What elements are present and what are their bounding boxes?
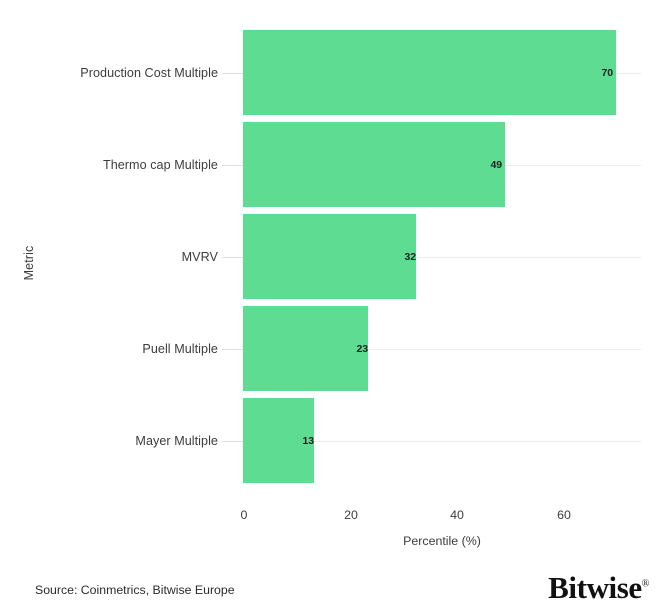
source-note: Source: Coinmetrics, Bitwise Europe [35,583,235,597]
x-axis-tick-label: 60 [557,508,571,522]
value-gridline [616,73,641,74]
bar[interactable] [243,398,314,483]
category-label: Mayer Multiple [135,434,218,448]
plot-area: 70 49 32 23 13 [243,22,641,492]
bar[interactable] [243,214,416,299]
y-axis-tick [222,349,243,350]
bar-value-label: 23 [356,343,369,355]
x-axis-tick-label: 0 [240,508,248,522]
category-label: Thermo cap Multiple [102,158,218,172]
bar-value-label: 32 [404,251,417,263]
bar-value-label: 70 [601,67,614,79]
x-axis-tick-label: 20 [344,508,358,522]
category-label: Production Cost Multiple [80,66,218,80]
value-gridline [314,441,641,442]
y-axis-tick [222,441,243,442]
value-gridline [368,349,641,350]
bar[interactable] [243,122,505,207]
category-label: MVRV [181,250,218,264]
x-axis-title: Percentile (%) [403,534,481,548]
registered-trademark-icon: ® [641,578,650,590]
y-axis-tick [222,73,243,74]
y-axis-tick [222,257,243,258]
bitwise-logo: Bitwise® [548,570,649,606]
value-gridline [505,165,641,166]
bar[interactable] [243,30,616,115]
category-label: Puell Multiple [142,342,218,356]
bar-value-label: 13 [302,435,315,447]
bar[interactable] [243,306,368,391]
bar-value-label: 49 [490,159,503,171]
value-gridline [416,257,641,258]
bitwise-wordmark: Bitwise [548,570,642,605]
y-axis-tick [222,165,243,166]
x-axis-tick-label: 40 [450,508,464,522]
